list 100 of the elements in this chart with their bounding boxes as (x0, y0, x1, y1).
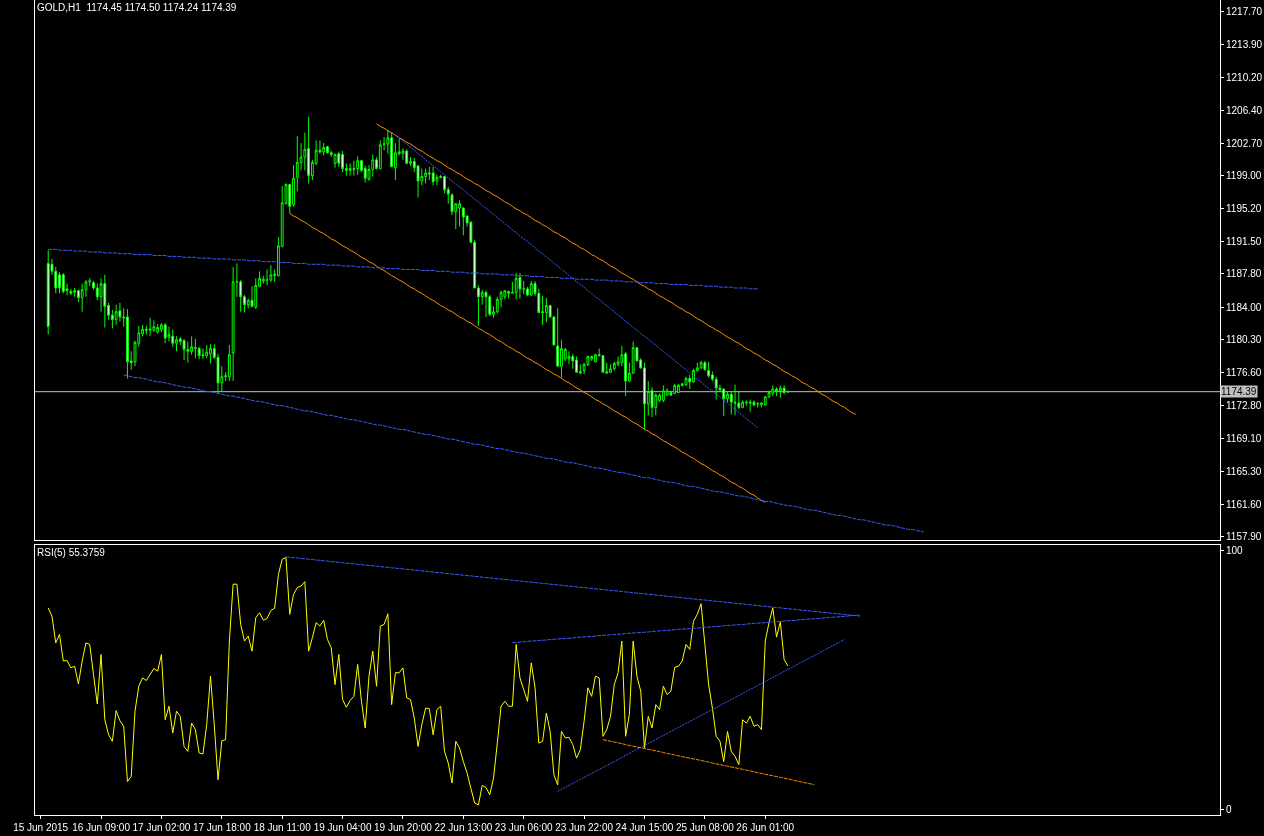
candlestick (594, 353, 597, 364)
candlestick (763, 395, 767, 407)
x-tick-label: 16 Jun 09:00 (72, 822, 131, 833)
candlestick (341, 150, 344, 173)
y-tick-label: 1169.10 (1226, 432, 1262, 444)
candlestick (748, 399, 752, 413)
candlestick (73, 287, 77, 298)
candlestick (69, 288, 73, 296)
candlestick (295, 135, 299, 192)
candlestick (209, 343, 212, 365)
y-tick-label: 1180.30 (1226, 334, 1262, 346)
y-tick-label: 1184.00 (1226, 301, 1262, 313)
candlestick (684, 376, 688, 387)
candlestick (193, 338, 197, 359)
candlestick (231, 266, 235, 382)
y-tick-label: 1165.30 (1226, 466, 1262, 478)
x-tick-label: 17 Jun 02:00 (132, 822, 191, 833)
candlestick (571, 353, 575, 370)
candlestick (46, 249, 50, 336)
candlestick (167, 326, 171, 343)
candlestick (326, 145, 329, 155)
candlestick (378, 139, 382, 170)
candlestick (514, 272, 518, 300)
candlestick (673, 383, 677, 395)
candlestick (775, 386, 778, 397)
x-tick-label: 17 Jun 18:00 (192, 822, 252, 833)
y-tick-label: 1213.90 (1226, 39, 1263, 51)
candlestick (371, 154, 375, 177)
candlestick (348, 162, 352, 177)
candlestick (771, 384, 775, 397)
candlestick (182, 338, 186, 361)
y-tick-label: 1191.50 (1226, 235, 1262, 247)
chart-title: RSI(5) 55.3759 (37, 547, 106, 558)
candlestick (782, 384, 786, 395)
candlestick (307, 116, 311, 185)
x-tick-label: 22 Jun 13:00 (434, 822, 493, 833)
y-tick-label: 1157.90 (1226, 530, 1262, 542)
x-tick-label: 26 Jun 01:00 (736, 822, 795, 833)
candlestick (163, 322, 167, 344)
candlestick (778, 384, 782, 399)
candlestick (148, 317, 152, 337)
candlestick (707, 361, 711, 379)
candlestick (156, 323, 160, 335)
candlestick (609, 363, 612, 374)
y-tick-label: 1195.20 (1226, 203, 1262, 215)
y-tick-label: 0 (1226, 804, 1232, 816)
candlestick (61, 272, 65, 294)
x-tick-label: 19 Jun 04:00 (313, 822, 372, 833)
candlestick (518, 272, 522, 300)
x-tick-label: 18 Jun 11:00 (253, 822, 312, 833)
x-tick-label: 24 Jun 15:00 (615, 822, 674, 833)
candlestick (484, 290, 488, 318)
y-tick-label: 1161.60 (1226, 498, 1262, 510)
candlestick (405, 148, 409, 165)
candlestick (322, 142, 326, 156)
candlestick (356, 155, 360, 176)
candlestick (103, 274, 107, 329)
candlestick (643, 362, 646, 430)
candlestick (567, 350, 571, 365)
candlestick (171, 328, 175, 348)
x-tick-label: 25 Jun 08:00 (675, 822, 735, 833)
ref-line-label: 1174.39 (1221, 386, 1257, 397)
x-tick-label: 23 Jun 06:00 (494, 822, 554, 833)
candlestick (337, 151, 341, 168)
candlestick (333, 153, 337, 169)
candlestick (152, 319, 156, 333)
candlestick (114, 304, 118, 326)
y-tick-label: 1176.60 (1226, 366, 1262, 378)
candlestick (80, 283, 84, 313)
line-series (289, 212, 766, 503)
candlestick (488, 294, 492, 317)
candlestick (529, 280, 533, 297)
y-tick-label: 1187.80 (1226, 268, 1262, 280)
y-tick-label: 1210.20 (1226, 71, 1263, 83)
candlestick (427, 166, 431, 181)
candlestick (265, 269, 269, 286)
candlestick (58, 271, 61, 294)
candlestick (544, 297, 548, 323)
candlestick (733, 384, 737, 416)
line-series (557, 639, 845, 792)
candlestick (575, 355, 578, 373)
candlestick (590, 355, 594, 362)
candlestick (201, 348, 205, 360)
y-tick-label: 1217.70 (1226, 5, 1263, 17)
candlestick (424, 168, 428, 185)
chart-title: GOLD,H1 1174.45 1174.50 1174.24 1174.39 (37, 2, 237, 13)
x-tick-label: 15 Jun 2015 (13, 822, 69, 833)
candlestick (722, 388, 726, 417)
candlestick (752, 399, 756, 408)
candlestick (431, 166, 435, 186)
candlestick (126, 308, 129, 379)
line-series (123, 374, 925, 533)
y-tick-label: 100 (1226, 544, 1244, 556)
candlestick (269, 264, 273, 283)
y-tick-label: 1206.40 (1226, 105, 1263, 117)
x-tick-label: 19 Jun 20:00 (374, 822, 433, 833)
y-tick-label: 1202.70 (1226, 137, 1263, 149)
x-tick-label: 23 Jun 22:00 (555, 822, 614, 833)
y-tick-label: 1199.00 (1226, 170, 1262, 182)
line-series (376, 123, 857, 415)
